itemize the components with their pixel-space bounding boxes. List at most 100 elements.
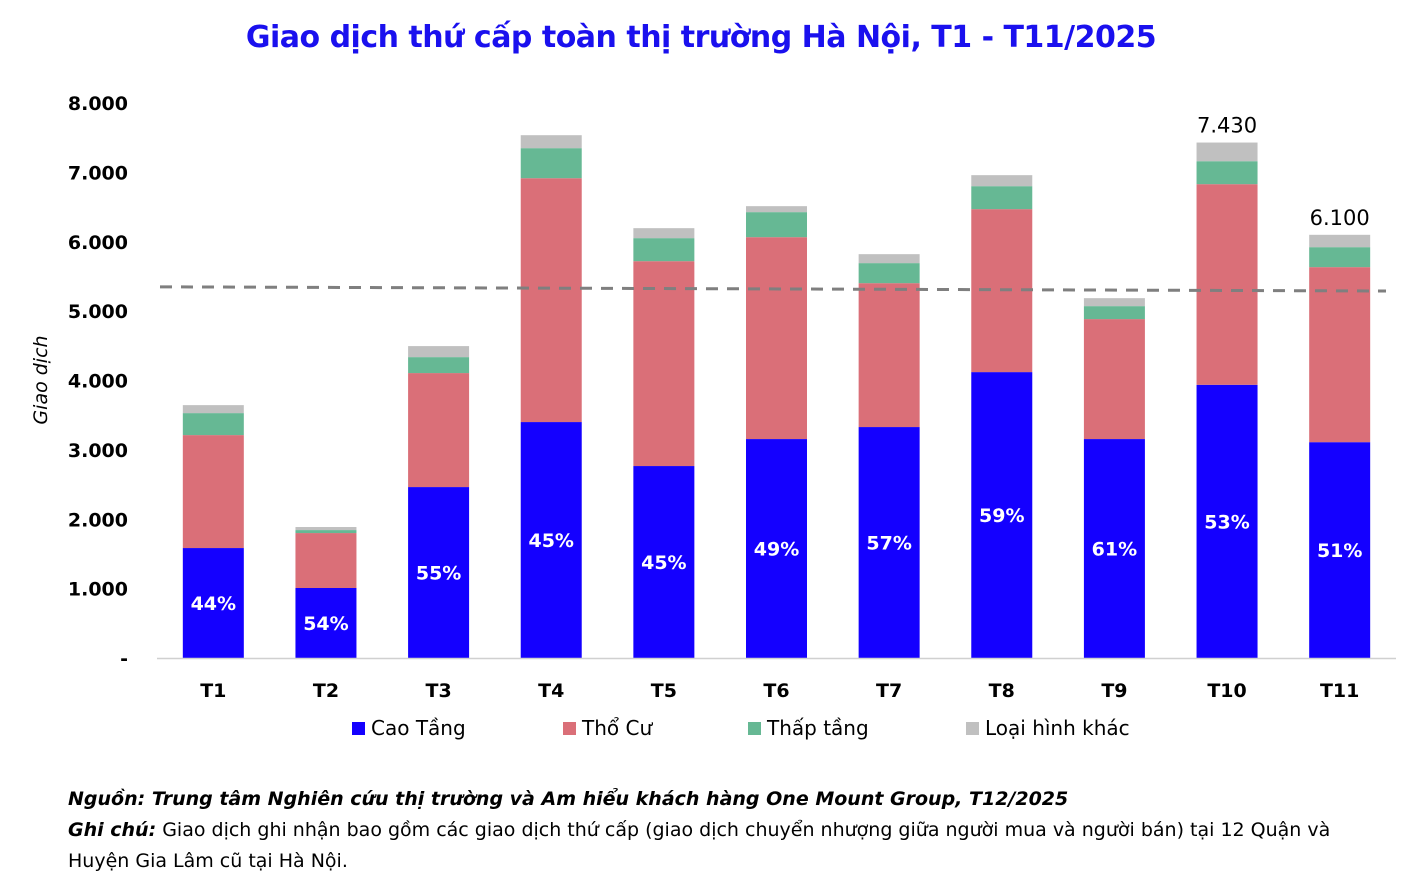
y-tick-label: 8.000 (68, 93, 128, 115)
bar-segment-thấp-tầng (182, 413, 244, 436)
bar-segment-loại-hình-khác (971, 175, 1033, 187)
bar-segment-thấp-tầng (746, 212, 807, 238)
share-data-label: 51% (1317, 540, 1362, 562)
x-tick-label: T11 (1320, 680, 1359, 702)
bar-segment-thổ-cư (1083, 319, 1145, 440)
bar-segment-loại-hình-khác (1309, 234, 1371, 248)
x-tick-label: T8 (989, 680, 1015, 702)
x-tick-label: T6 (763, 680, 789, 702)
bar-segment-thấp-tầng (1196, 161, 1258, 185)
legend-item-cao-tang: Cao Tầng (352, 716, 466, 740)
legend-swatch (966, 721, 979, 735)
legend-swatch (748, 721, 761, 735)
share-data-label: 54% (303, 613, 348, 635)
share-data-label: 61% (1092, 539, 1137, 561)
bar-segment-thổ-cư (295, 533, 357, 589)
bar-segment-loại-hình-khác (408, 346, 470, 358)
chart-title: Giao dịch thứ cấp toàn thị trường Hà Nội… (245, 20, 1157, 55)
y-tick-label: 7.000 (68, 162, 128, 184)
bar-segment-loại-hình-khác (1083, 298, 1145, 307)
bar-segment-thấp-tầng (633, 238, 695, 262)
bar-segment-thấp-tầng (858, 263, 920, 284)
bar-segment-cao-tầng (858, 427, 920, 658)
bar-segment-cao-tầng (408, 487, 470, 658)
bar-segment-cao-tầng (1196, 384, 1258, 658)
bar-segment-thấp-tầng (408, 357, 470, 374)
x-tick-label: T3 (425, 680, 451, 702)
legend-label: Cao Tầng (371, 716, 466, 740)
y-tick-label: 4.000 (68, 371, 128, 393)
bar-segment-loại-hình-khác (520, 135, 582, 149)
bar-segment-loại-hình-khác (295, 527, 357, 531)
bar-segment-thổ-cư (746, 237, 807, 440)
share-data-label: 59% (979, 505, 1024, 527)
legend-item-tho-cu: Thổ Cư (563, 716, 652, 740)
y-tick-label: 6.000 (68, 232, 128, 254)
legend: Cao Tầng Thổ Cư Thấp tầng Loại hình khác (0, 716, 1402, 744)
bar-segment-cao-tầng (971, 372, 1033, 658)
bar-segment-loại-hình-khác (182, 405, 244, 414)
y-tick-label: - (120, 648, 128, 670)
bar-segment-cao-tầng (1083, 439, 1145, 658)
bar-segment-cao-tầng (633, 466, 695, 658)
source-note: Nguồn: Trung tâm Nghiên cứu thị trường v… (68, 784, 1358, 815)
bar-segment-thổ-cư (1196, 184, 1258, 385)
bar-segment-loại-hình-khác (858, 254, 920, 264)
legend-item-loai-hinh-khac: Loại hình khác (966, 716, 1130, 740)
bar-segment-thổ-cư (520, 178, 582, 423)
x-tick-label: T5 (651, 680, 677, 702)
x-tick-label: T4 (538, 680, 564, 702)
legend-item-thap-tang: Thấp tầng (748, 716, 869, 740)
total-data-label: 6.100 (1310, 206, 1370, 230)
bar-segment-cao-tầng (746, 439, 807, 658)
bar-segment-loại-hình-khác (1196, 142, 1258, 162)
bar-segment-thấp-tầng (971, 186, 1033, 210)
legend-swatch (352, 721, 365, 735)
source-label: Nguồn: (68, 788, 146, 810)
share-data-label: 44% (191, 593, 236, 615)
remark-note: Ghi chú: Giao dịch ghi nhận bao gồm các … (68, 815, 1358, 877)
bar-segment-thấp-tầng (520, 148, 582, 179)
bar-segment-loại-hình-khác (633, 228, 695, 239)
bar-segment-thấp-tầng (295, 530, 357, 534)
bar-segment-thổ-cư (408, 373, 470, 488)
bar-segment-cao-tầng (182, 548, 244, 658)
y-tick-label: 2.000 (68, 509, 128, 531)
share-data-label: 55% (416, 563, 461, 585)
bar-segment-cao-tầng (295, 588, 357, 658)
x-tick-label: T1 (200, 680, 226, 702)
share-data-label: 57% (866, 533, 911, 555)
reference-dashed-line (159, 285, 1387, 293)
share-data-label: 45% (528, 530, 573, 552)
share-data-label: 49% (754, 539, 799, 561)
note-label: Ghi chú: (68, 819, 157, 841)
legend-label: Thổ Cư (582, 716, 653, 740)
x-tick-label: T9 (1101, 680, 1127, 702)
bar-segment-thổ-cư (858, 283, 920, 428)
x-tick-label: T2 (313, 680, 339, 702)
x-tick-label: T10 (1207, 680, 1246, 702)
y-tick-label: 1.000 (68, 579, 128, 601)
bar-segment-thổ-cư (633, 261, 695, 467)
x-tick-label: T7 (876, 680, 902, 702)
bar-segment-thấp-tầng (1083, 306, 1145, 320)
bar-segment-cao-tầng (520, 422, 582, 658)
y-tick-label: 3.000 (68, 440, 128, 462)
legend-label: Loại hình khác (985, 716, 1130, 740)
legend-swatch (563, 721, 576, 735)
y-tick-label: 5.000 (68, 301, 128, 323)
bar-segment-thổ-cư (1309, 267, 1371, 443)
total-data-label: 7.430 (1197, 114, 1257, 138)
source-text: Trung tâm Nghiên cứu thị trường và Am hi… (145, 788, 1069, 810)
note-text: Giao dịch ghi nhận bao gồm các giao dịch… (68, 819, 1331, 872)
bar-segment-loại-hình-khác (746, 206, 807, 213)
bar-segment-thổ-cư (182, 435, 244, 549)
bar-segment-thấp-tầng (1309, 247, 1371, 268)
legend-label: Thấp tầng (767, 716, 869, 740)
footnotes: Nguồn: Trung tâm Nghiên cứu thị trường v… (68, 784, 1358, 877)
bar-segment-cao-tầng (1309, 442, 1371, 658)
y-axis-label: Giao dịch (30, 335, 52, 424)
share-data-label: 53% (1204, 511, 1249, 533)
share-data-label: 45% (641, 552, 686, 574)
